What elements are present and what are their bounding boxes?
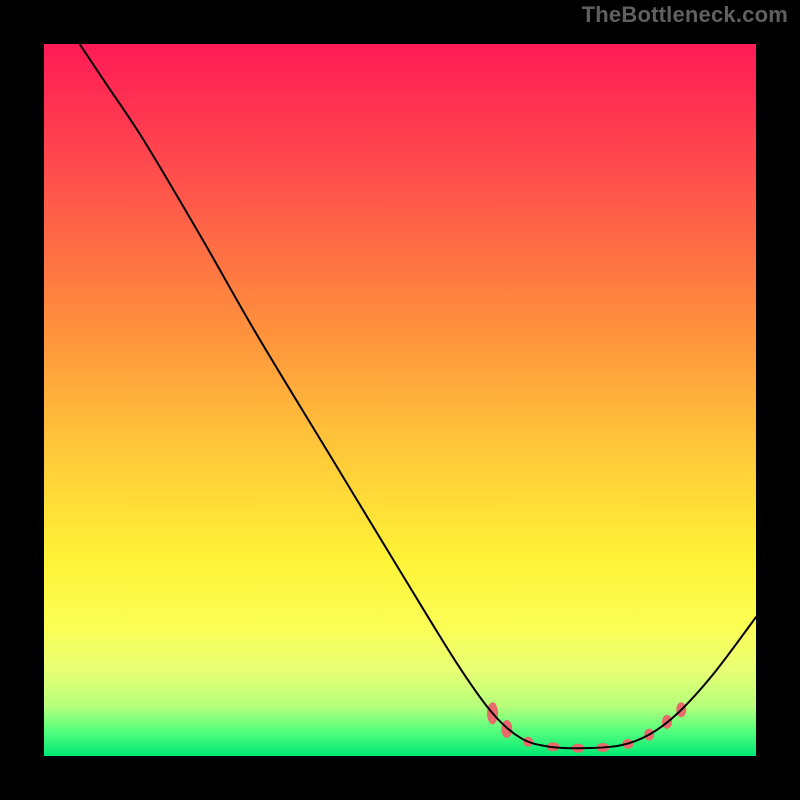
watermark-text: TheBottleneck.com — [582, 2, 788, 28]
chart-frame: TheBottleneck.com — [0, 0, 800, 800]
bottleneck-chart — [0, 0, 800, 800]
